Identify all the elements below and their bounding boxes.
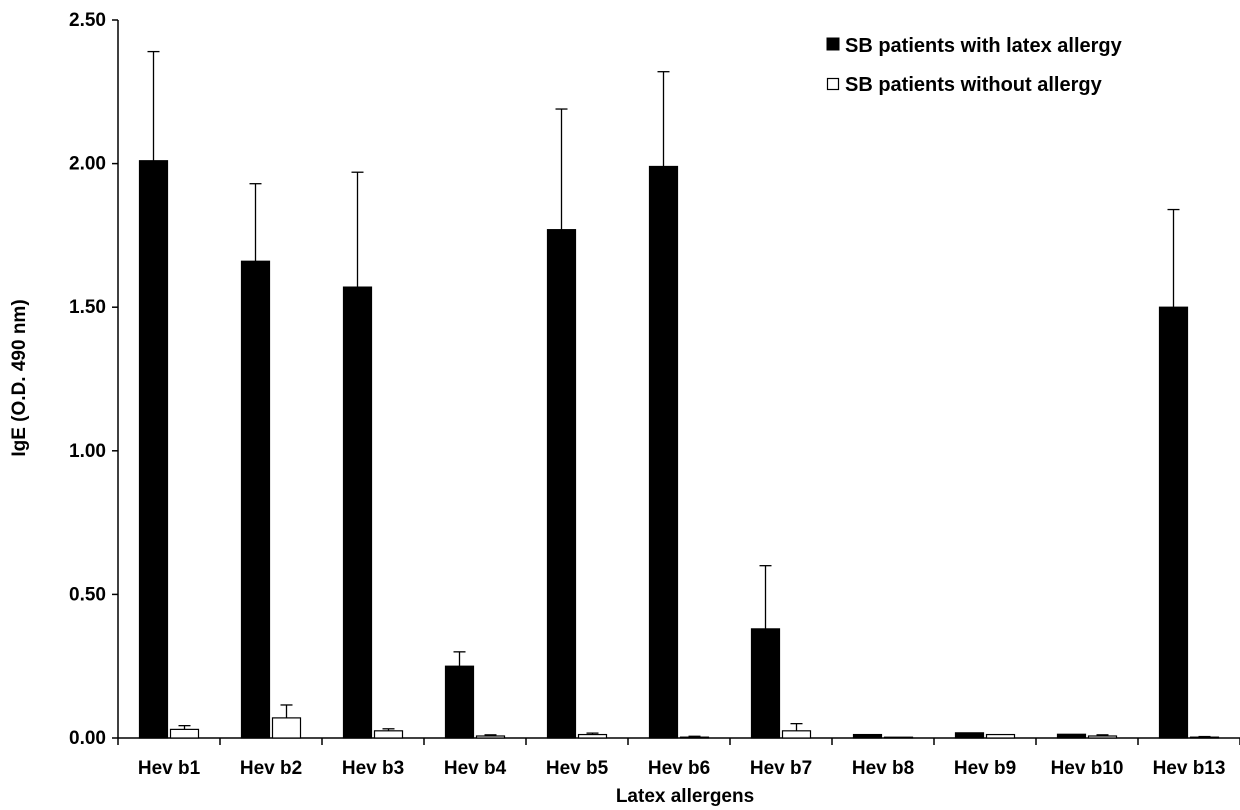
bar-with-allergy (138, 160, 169, 739)
y-tick-label: 1.50 (69, 297, 106, 318)
bar-with-allergy (648, 165, 679, 739)
legend-label-with-allergy: SB patients with latex allergy (845, 35, 1123, 57)
bar-without-allergy (577, 733, 608, 739)
x-tick-label: Hev b5 (546, 758, 609, 779)
x-tick-label: Hev b10 (1051, 758, 1124, 779)
bar-without-allergy (985, 733, 1016, 739)
y-tick-label: 2.00 (69, 154, 106, 175)
bar-without-allergy (1087, 735, 1118, 739)
bar-without-allergy (271, 717, 302, 739)
legend-label-without-allergy: SB patients without allergy (845, 74, 1103, 96)
x-tick-label: Hev b9 (954, 758, 1016, 779)
bar-without-allergy (475, 735, 506, 739)
x-tick-label: Hev b7 (750, 758, 812, 779)
bar-without-allergy (781, 730, 812, 739)
y-tick-label: 0.50 (69, 584, 106, 605)
bar-with-allergy (546, 229, 577, 739)
plot-area: 0.00 0.50 1.00 1.50 2.00 2.50 Hev b1 Hev b2 Hev … (69, 10, 1240, 779)
y-axis-title: IgE (O.D. 490 nm) (9, 299, 30, 456)
bar-with-allergy (852, 733, 883, 739)
legend-swatch-without-allergy (826, 77, 840, 91)
x-tick-label: Hev b1 (138, 758, 201, 779)
y-tick-label: 0.00 (69, 728, 106, 749)
legend-swatch-with-allergy (826, 37, 840, 51)
bar-without-allergy (679, 736, 710, 739)
bar-with-allergy (750, 628, 781, 739)
x-tick-label: Hev b2 (240, 758, 302, 779)
bar-with-allergy (240, 260, 271, 739)
bar-with-allergy (1158, 306, 1189, 739)
x-tick-label: Hev b13 (1153, 758, 1226, 779)
y-tick-label: 2.50 (69, 10, 106, 31)
bar-without-allergy (169, 728, 200, 739)
bar-with-allergy (1056, 733, 1087, 739)
legend: SB patients with latex allergy SB patien… (826, 35, 1123, 96)
x-tick-label: Hev b8 (852, 758, 914, 779)
bar-without-allergy (883, 736, 914, 739)
bar-with-allergy (954, 732, 985, 739)
x-tick-label: Hev b3 (342, 758, 404, 779)
y-tick-label: 1.00 (69, 441, 106, 462)
x-tick-label: Hev b6 (648, 758, 710, 779)
bar-with-allergy (342, 286, 373, 739)
bar-with-allergy (444, 665, 475, 739)
x-tick-label: Hev b4 (444, 758, 507, 779)
bar-without-allergy (373, 730, 404, 739)
bar-without-allergy (1189, 736, 1220, 739)
x-axis-title: Latex allergens (616, 786, 754, 807)
